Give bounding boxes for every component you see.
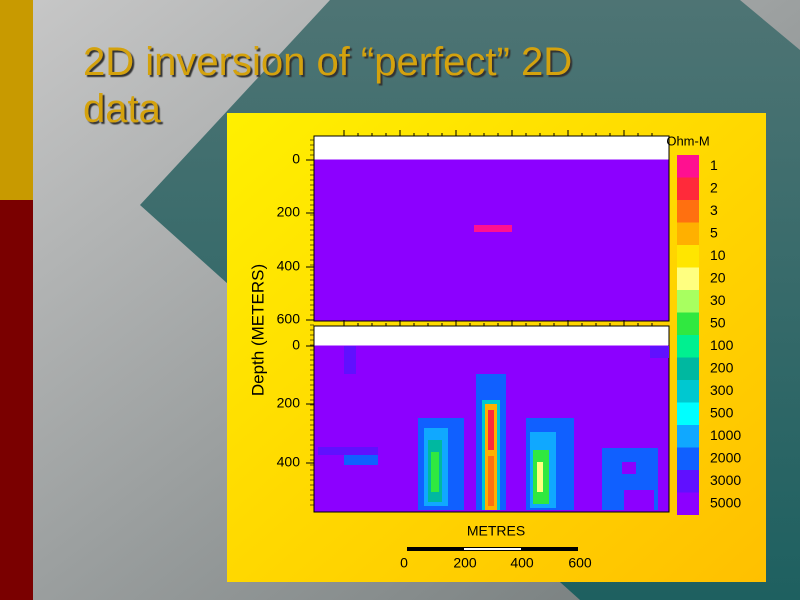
- cell: [488, 410, 494, 450]
- cell: [622, 462, 636, 474]
- gold-bar: [0, 0, 33, 200]
- scale-label: 200: [453, 555, 477, 571]
- legend-label: 200: [710, 359, 734, 375]
- y-axis-label: Depth (METERS): [248, 264, 267, 396]
- legend-label: 300: [710, 382, 734, 398]
- red-bar: [0, 200, 33, 600]
- legend-label: 2: [710, 179, 718, 195]
- legend-swatch: [677, 447, 699, 470]
- legend-swatch: [677, 200, 699, 223]
- y-tick-label: 400: [277, 258, 301, 274]
- legend-swatch: [677, 335, 699, 358]
- legend-label: 2000: [710, 449, 741, 465]
- y-tick-label: 600: [277, 311, 301, 327]
- cell: [431, 452, 439, 492]
- legend-swatch: [677, 357, 699, 380]
- cell: [624, 490, 654, 510]
- y-tick-label: 200: [277, 395, 301, 411]
- cell: [318, 447, 378, 455]
- scale-label: 400: [510, 555, 534, 571]
- y-tick-label: 0: [292, 337, 300, 353]
- legend-label: 1: [710, 157, 718, 173]
- y-tick-label: 400: [277, 454, 301, 470]
- legend-swatch: [677, 380, 699, 403]
- legend-swatch: [677, 222, 699, 245]
- legend-label: 500: [710, 404, 734, 420]
- y-tick-label: 200: [277, 204, 301, 220]
- legend-swatch: [677, 402, 699, 425]
- cell: [488, 456, 494, 506]
- legend-label: 3: [710, 202, 718, 218]
- legend-label: 1000: [710, 427, 741, 443]
- legend-label: 5: [710, 224, 718, 240]
- cell: [344, 455, 378, 465]
- scale-label: 600: [568, 555, 592, 571]
- legend-label: 30: [710, 292, 726, 308]
- legend-swatch: [677, 290, 699, 313]
- legend-swatch: [677, 267, 699, 290]
- legend-title: Ohm-M: [666, 133, 709, 148]
- legend-swatch: [677, 312, 699, 335]
- panel-blank: [314, 136, 669, 160]
- x-axis-label: METRES: [467, 523, 525, 539]
- legend-label: 50: [710, 314, 726, 330]
- legend-label: 20: [710, 269, 726, 285]
- legend-label: 10: [710, 247, 726, 263]
- slide-title: data: [83, 87, 162, 131]
- cell: [537, 462, 543, 492]
- slide-title: 2D inversion of “perfect” 2D: [83, 40, 572, 84]
- bottom-panel: [313, 325, 670, 513]
- legend-swatch: [677, 177, 699, 200]
- legend-swatch: [677, 245, 699, 268]
- cell: [344, 346, 356, 374]
- legend-label: 5000: [710, 494, 741, 510]
- legend-swatch: [677, 425, 699, 448]
- anomaly: [474, 225, 512, 232]
- legend-swatch: [677, 155, 699, 178]
- legend-swatch: [677, 492, 699, 515]
- panel-blank: [314, 326, 669, 346]
- legend-label: 3000: [710, 472, 741, 488]
- y-tick-label: 0: [292, 151, 300, 167]
- scale-label: 0: [400, 555, 408, 571]
- legend-label: 100: [710, 337, 734, 353]
- legend-swatch: [677, 470, 699, 493]
- cell: [650, 346, 669, 358]
